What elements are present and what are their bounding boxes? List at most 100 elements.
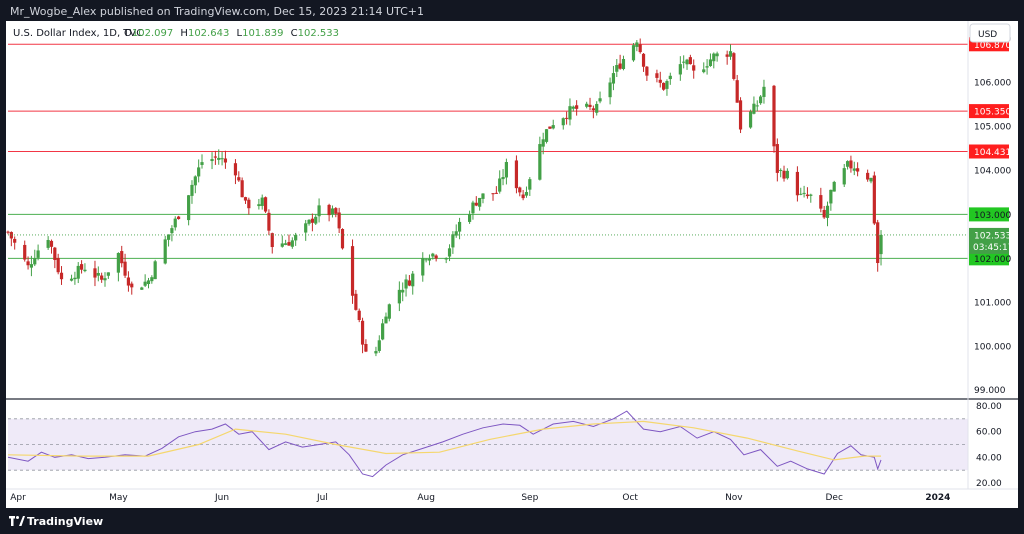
candle-body	[668, 75, 672, 80]
candle-body	[130, 283, 134, 288]
price-tick-label: 100.000	[974, 342, 1011, 352]
candle-body	[825, 205, 830, 218]
candle-body	[411, 273, 415, 287]
candle-body	[56, 257, 60, 273]
last-price-label: 102.533	[974, 231, 1011, 241]
candle-body	[471, 202, 475, 214]
time-tick-label: Apr	[10, 493, 26, 503]
candle-body	[304, 223, 308, 233]
candle-body	[280, 243, 284, 247]
candle-body	[36, 250, 40, 258]
candle-body	[715, 53, 719, 57]
candle-body	[103, 278, 107, 281]
candle-body	[447, 248, 452, 257]
rsi-tick-label: 40.00	[976, 453, 1002, 463]
candle-body	[444, 258, 448, 260]
candle-body	[220, 158, 224, 160]
candle-body	[735, 80, 739, 103]
currency-button[interactable]	[969, 23, 1011, 43]
candle-body	[287, 242, 291, 246]
candle-body	[69, 278, 74, 281]
candle-body	[575, 105, 579, 109]
candle-body	[571, 106, 575, 109]
candle-body	[772, 85, 776, 147]
candle-body	[213, 156, 217, 158]
candle-body	[53, 247, 57, 260]
level-badge	[969, 104, 1009, 119]
candle-body	[354, 293, 358, 310]
candle-body	[568, 106, 572, 120]
candle-body	[852, 168, 856, 171]
candle-body	[738, 100, 743, 130]
candle-body	[431, 253, 435, 257]
candle-body	[364, 343, 368, 352]
candle-body	[869, 177, 873, 182]
rsi-pane	[7, 410, 968, 478]
candle-body	[782, 170, 786, 179]
candle-body	[551, 125, 555, 129]
candle-body	[785, 170, 789, 179]
candle-body	[340, 229, 345, 249]
candle-body	[200, 162, 204, 165]
candle-body	[876, 222, 880, 264]
candle-body	[631, 45, 636, 61]
level-badge	[969, 144, 1009, 159]
level-badge	[969, 251, 1009, 266]
time-tick-label: Aug	[417, 493, 435, 503]
candle-body	[598, 98, 602, 102]
level-badge-label: 105.350	[974, 108, 1011, 118]
level-badge-label: 102.000	[974, 255, 1011, 265]
candle-body	[591, 108, 595, 111]
candle-body	[641, 53, 646, 67]
footer-bar: TradingView	[0, 508, 1024, 534]
candle-body	[223, 158, 228, 163]
candle-body	[832, 181, 836, 192]
price-tick-label: 106.000	[974, 79, 1011, 89]
time-tick-label: Sep	[521, 493, 538, 503]
candle-body	[608, 82, 612, 98]
price-tick-label: 104.000	[974, 166, 1011, 176]
candle-body	[548, 126, 552, 129]
candle-body	[645, 66, 649, 76]
publish-info: Mr_Wogbe_Alex published on TradingView.c…	[10, 5, 424, 18]
candle-body	[468, 214, 472, 222]
candle-body	[451, 234, 455, 248]
candle-body	[799, 193, 803, 195]
candle-body	[779, 169, 783, 171]
candle-body	[217, 157, 221, 160]
candle-body	[350, 246, 355, 296]
candle-body	[856, 168, 860, 172]
candle-body	[79, 264, 84, 270]
candle-body	[233, 163, 238, 176]
candle-body	[153, 261, 157, 280]
candle-body	[374, 351, 378, 354]
candle-body	[143, 281, 147, 286]
time-tick-label: Dec	[825, 493, 842, 503]
candle-body	[270, 233, 274, 248]
candle-body	[538, 144, 542, 180]
candle-body	[588, 104, 592, 107]
candle-body	[334, 208, 338, 214]
candle-body	[13, 238, 17, 243]
candle-body	[434, 255, 438, 259]
candle-body	[762, 86, 766, 97]
candle-body	[755, 105, 759, 107]
candle-body	[655, 73, 659, 78]
candle-body	[26, 261, 30, 266]
candle-body	[166, 234, 171, 240]
candle-body	[294, 234, 298, 241]
candle-body	[457, 221, 462, 232]
candle-body	[190, 184, 194, 196]
candle-body	[585, 103, 589, 107]
candle-body	[387, 304, 391, 319]
candle-body	[748, 111, 753, 128]
candle-body	[49, 240, 54, 247]
candle-body	[518, 187, 522, 193]
candle-body	[481, 193, 485, 199]
candle-body	[544, 129, 549, 142]
candle-body	[243, 197, 248, 201]
candle-body	[314, 216, 318, 224]
candle-body	[173, 218, 177, 228]
candle-body	[635, 42, 639, 47]
